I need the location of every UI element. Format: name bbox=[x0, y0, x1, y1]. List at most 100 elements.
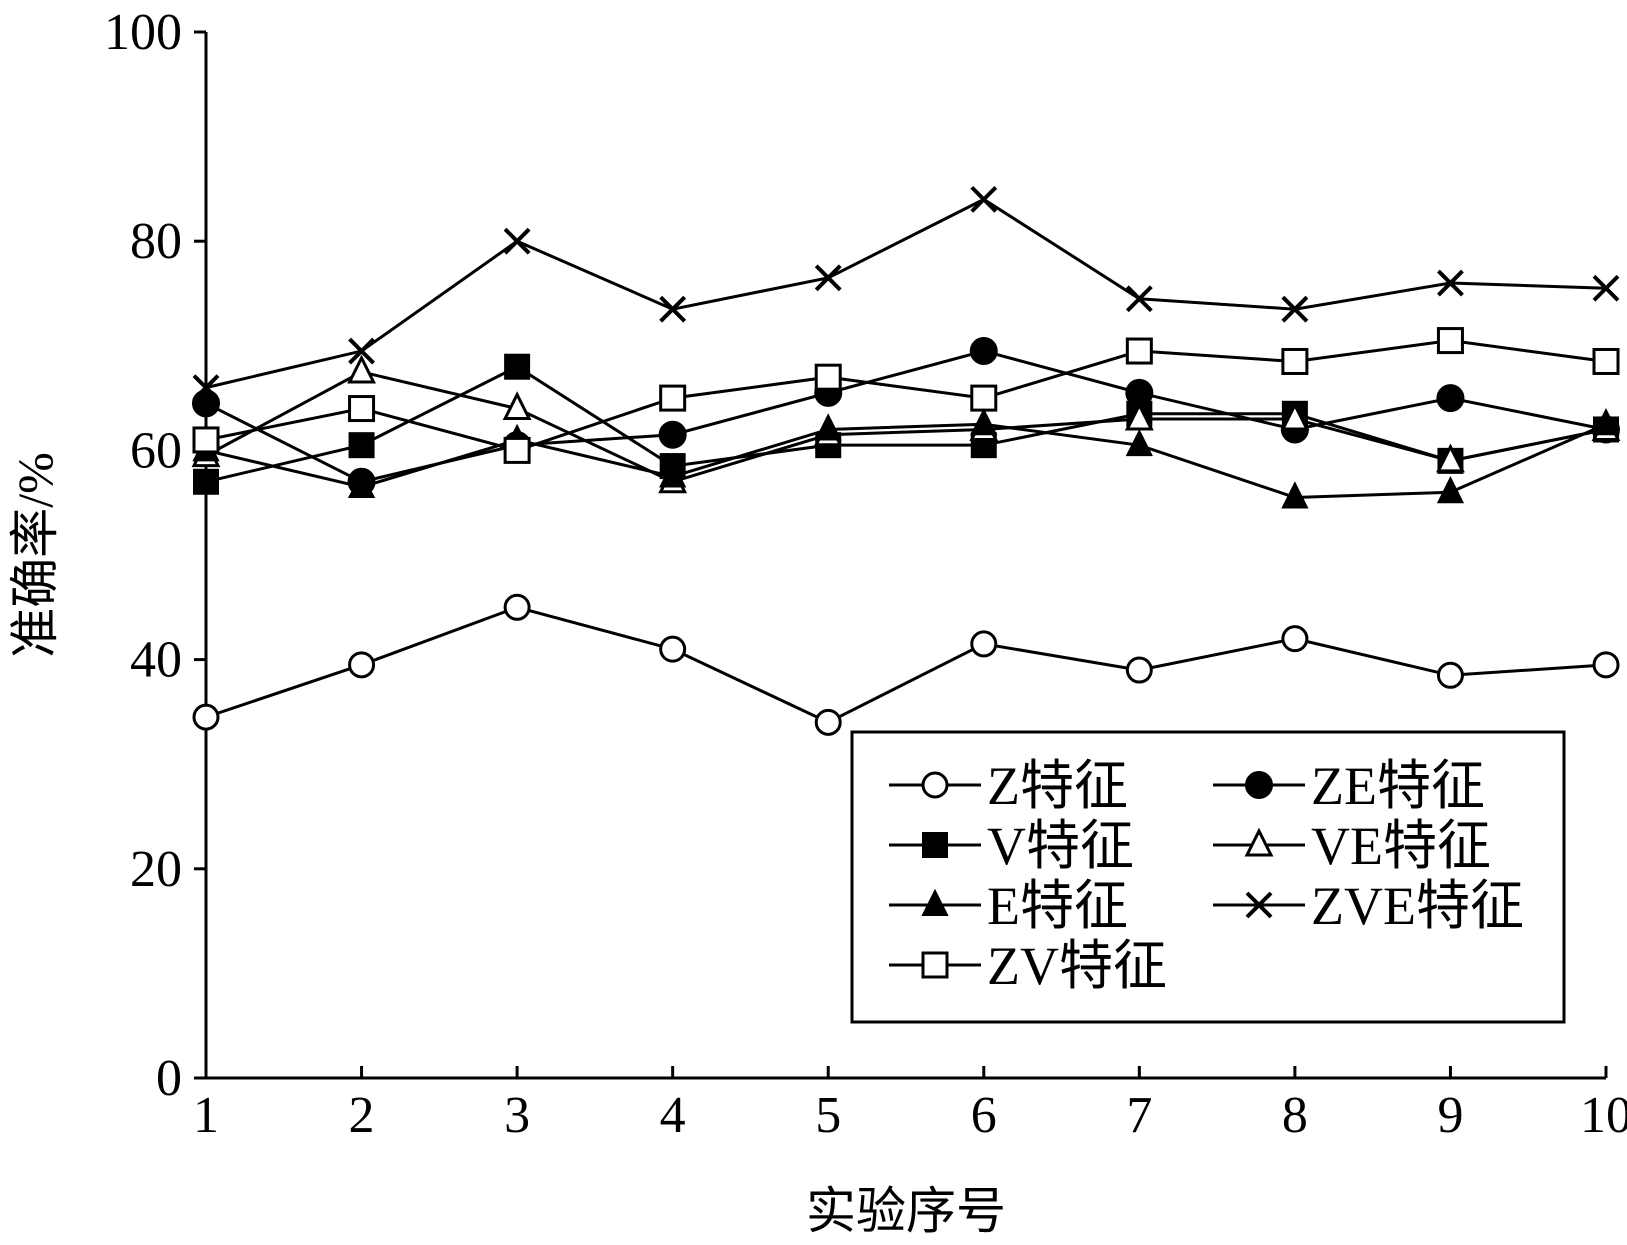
data-point-marker bbox=[1436, 661, 1464, 689]
data-point-marker bbox=[970, 408, 998, 436]
x-axis-title: 实验序号 bbox=[806, 1183, 1006, 1239]
data-point-marker bbox=[1436, 384, 1465, 413]
series-line bbox=[205, 197, 1607, 390]
data-point-marker bbox=[1592, 274, 1620, 302]
data-point-marker bbox=[1437, 269, 1464, 297]
series-6 bbox=[192, 185, 1620, 402]
x-mark-stroke bbox=[1437, 269, 1464, 297]
data-point-marker bbox=[1281, 625, 1309, 653]
data-point-marker bbox=[970, 384, 998, 412]
data-point-marker bbox=[1592, 408, 1620, 436]
series-line bbox=[205, 422, 1607, 499]
data-point-marker bbox=[1125, 285, 1153, 313]
legend: Z特征 ZE特征 V特征 VE特征 E特征 ZVE特征 ZV特征 bbox=[850, 730, 1566, 1024]
data-point-marker bbox=[969, 337, 998, 366]
data-point-marker bbox=[1125, 656, 1153, 684]
x-mark-stroke bbox=[659, 295, 687, 323]
x-mark-stroke bbox=[1281, 295, 1309, 323]
data-point-marker bbox=[192, 374, 220, 402]
series-5 bbox=[192, 408, 1620, 509]
data-point-marker bbox=[659, 295, 687, 323]
data-point-marker bbox=[1281, 347, 1309, 375]
x-mark-stroke bbox=[970, 185, 998, 213]
legend-marker bbox=[921, 771, 949, 799]
legend-label: Z特征 bbox=[987, 756, 1128, 816]
legend-item-1: Z特征 bbox=[889, 756, 1128, 816]
data-point-marker bbox=[503, 227, 531, 255]
x-tick-label: 10 bbox=[1580, 1087, 1627, 1144]
series-line bbox=[205, 370, 1607, 484]
x-mark-stroke bbox=[192, 374, 220, 402]
x-mark-stroke bbox=[1245, 891, 1273, 919]
x-tick-label: 7 bbox=[1126, 1087, 1152, 1144]
legend-item-5: E特征 bbox=[889, 876, 1128, 936]
data-point-marker bbox=[658, 420, 687, 449]
data-point-marker bbox=[814, 264, 842, 292]
data-point-marker bbox=[348, 432, 375, 459]
data-point-marker bbox=[348, 395, 376, 423]
x-tick-label: 2 bbox=[349, 1087, 375, 1144]
data-point-marker bbox=[814, 708, 842, 736]
data-point-marker bbox=[659, 635, 687, 663]
data-point-marker bbox=[1281, 295, 1309, 323]
data-point-marker bbox=[503, 436, 531, 464]
data-point-marker bbox=[1281, 481, 1309, 509]
legend-label: ZV特征 bbox=[987, 936, 1167, 996]
legend-label: V特征 bbox=[987, 816, 1134, 876]
legend-item-2: ZE特征 bbox=[1213, 756, 1485, 816]
x-mark-stroke bbox=[1125, 285, 1153, 313]
legend-item-3: V特征 bbox=[889, 816, 1134, 876]
y-tick-label: 0 bbox=[156, 1050, 182, 1107]
data-point-marker bbox=[502, 391, 532, 421]
series-line bbox=[205, 605, 1607, 725]
legend-label: ZVE特征 bbox=[1311, 876, 1524, 936]
y-tick-label: 100 bbox=[104, 4, 182, 61]
data-point-marker bbox=[659, 384, 687, 412]
legend-marker bbox=[921, 951, 949, 979]
legend-item-6: ZVE特征 bbox=[1213, 876, 1524, 936]
legend-marker bbox=[921, 888, 949, 916]
x-tick-label: 5 bbox=[815, 1087, 841, 1144]
legend-item-4: VE特征 bbox=[1213, 816, 1491, 876]
data-point-marker bbox=[193, 468, 219, 495]
data-point-marker bbox=[814, 363, 842, 391]
axes: 0 20 40 60 80 100 1 2 3 4 5 6 7 8 9 10 bbox=[104, 4, 1627, 1144]
x-mark-stroke bbox=[503, 227, 531, 255]
legend-marker bbox=[1245, 771, 1273, 799]
data-point-marker bbox=[347, 354, 376, 384]
legend-marker bbox=[1245, 891, 1273, 919]
data-point-marker bbox=[970, 630, 998, 658]
x-mark-stroke bbox=[1592, 274, 1620, 302]
data-point-marker bbox=[192, 426, 220, 454]
x-mark-stroke bbox=[814, 264, 842, 292]
series-line bbox=[205, 339, 1607, 452]
x-mark-stroke bbox=[348, 337, 375, 365]
data-point-marker bbox=[1592, 347, 1620, 375]
y-axis-title: 准确率/% bbox=[7, 452, 63, 658]
data-point-marker bbox=[192, 703, 220, 731]
x-tick-label: 4 bbox=[660, 1087, 686, 1144]
legend-marker bbox=[1244, 827, 1274, 857]
series-2 bbox=[192, 337, 1620, 496]
data-point-marker bbox=[970, 185, 998, 213]
data-point-marker bbox=[1280, 401, 1310, 431]
series-line bbox=[205, 364, 1607, 484]
data-point-marker bbox=[1125, 428, 1153, 457]
legend-box bbox=[850, 730, 1566, 1024]
data-point-marker bbox=[659, 460, 687, 488]
series-7 bbox=[192, 327, 1620, 464]
legend-item-7: ZV特征 bbox=[889, 936, 1167, 996]
data-point-marker bbox=[347, 470, 376, 499]
data-point-marker bbox=[1125, 337, 1153, 365]
data-point-marker bbox=[1436, 443, 1465, 473]
x-tick-label: 9 bbox=[1437, 1087, 1463, 1144]
x-tick-label: 6 bbox=[971, 1087, 997, 1144]
y-tick-label: 60 bbox=[130, 422, 182, 479]
legend-label: ZE特征 bbox=[1311, 756, 1485, 816]
series-1 bbox=[192, 593, 1620, 736]
data-point-marker bbox=[814, 413, 842, 441]
data-point-marker bbox=[1592, 651, 1620, 679]
legend-label: VE特征 bbox=[1311, 816, 1491, 876]
data-point-marker bbox=[504, 353, 531, 380]
